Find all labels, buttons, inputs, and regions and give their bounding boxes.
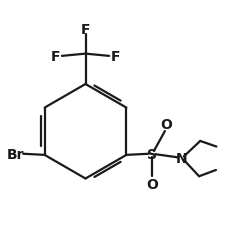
Text: F: F xyxy=(81,23,90,37)
Text: Br: Br xyxy=(7,147,24,161)
Text: O: O xyxy=(146,177,158,191)
Text: N: N xyxy=(175,151,187,165)
Text: F: F xyxy=(51,50,60,64)
Text: F: F xyxy=(111,50,120,64)
Text: O: O xyxy=(160,117,172,131)
Text: S: S xyxy=(147,147,157,161)
